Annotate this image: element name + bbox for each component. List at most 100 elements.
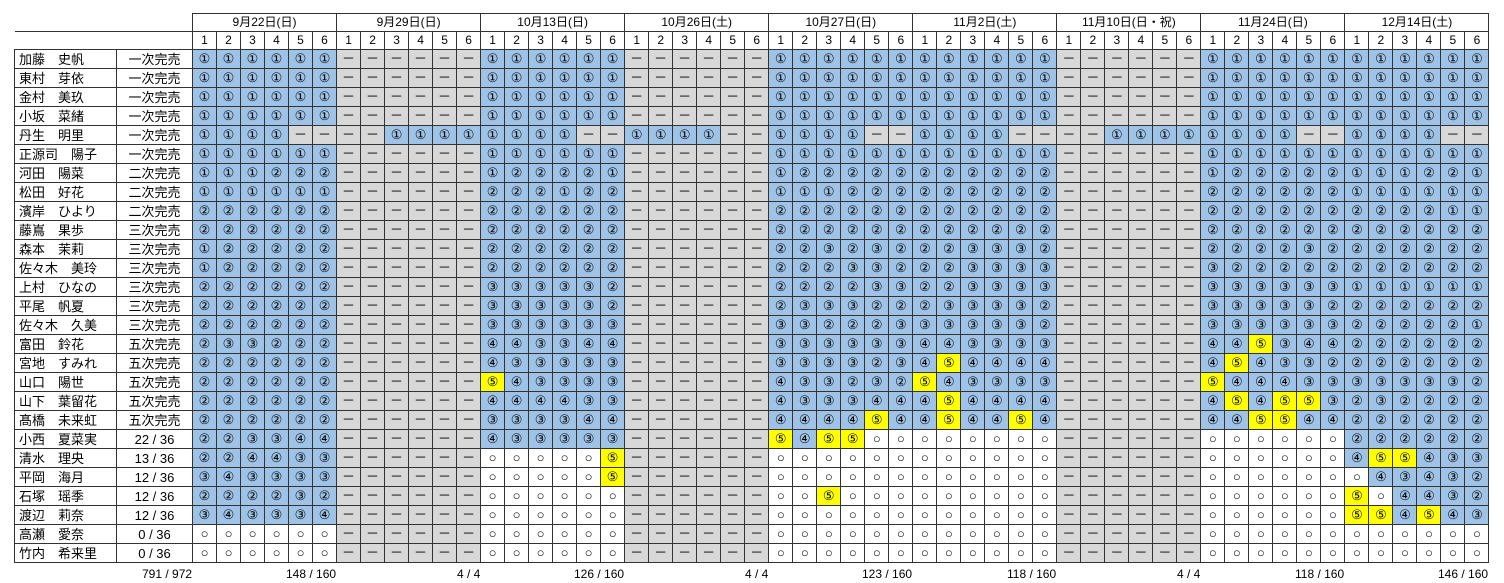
- slot-cell: －: [1152, 448, 1178, 468]
- slot-cell: ①: [1272, 87, 1298, 107]
- slot-symbol: ⑤: [943, 412, 955, 427]
- slot-cell: －: [744, 524, 770, 544]
- member-name: 森本 茉莉: [14, 239, 117, 259]
- slot-symbol: ①: [943, 51, 955, 66]
- slot-cell: ①: [504, 144, 530, 164]
- slot-cell: －: [672, 163, 698, 183]
- slot-symbol: ○: [848, 526, 857, 541]
- slot-cell: ①: [216, 125, 241, 145]
- slot-symbol: －: [1182, 526, 1196, 541]
- slot-symbol: －: [654, 51, 668, 66]
- date-total-count: 4 / 4: [745, 567, 769, 581]
- slot-symbol: ②: [1351, 298, 1363, 313]
- slot-cell: ②: [1296, 201, 1322, 221]
- slot-symbol: －: [438, 260, 452, 275]
- slot-symbol: －: [1110, 51, 1124, 66]
- date-total-count: 118 / 160: [1007, 567, 1057, 581]
- slot-cell: ②: [576, 201, 602, 221]
- slot-symbol: ①: [294, 89, 307, 104]
- slot-symbol: －: [1134, 374, 1148, 389]
- slot-cell: ④: [576, 334, 602, 354]
- slot-symbol: ②: [510, 203, 523, 218]
- slot-cell: ③: [1440, 372, 1466, 392]
- slot-symbol: ①: [1447, 184, 1459, 199]
- slot-symbol: ②: [222, 317, 235, 332]
- slot-cell: ①: [1320, 87, 1346, 107]
- slot-symbol: －: [726, 393, 740, 408]
- slot-cell: ③: [1344, 372, 1370, 392]
- slot-symbol: －: [678, 488, 692, 503]
- slot-symbol: ③: [1423, 374, 1435, 389]
- slot-cell: ③: [504, 410, 530, 430]
- slot-cell: ①: [288, 87, 313, 107]
- slot-cell: －: [672, 258, 698, 278]
- slot-cell: ③: [264, 505, 289, 525]
- slot-symbol: ○: [992, 431, 1001, 446]
- slot-symbol: ①: [1039, 70, 1051, 85]
- slot-cell: ③: [1008, 372, 1034, 392]
- slot-cell: ①: [864, 68, 890, 88]
- member-row: 藤嶌 果歩 三次完売 ② ② ② ② ② ② －－－－－－ ② ② ② ② ② ② －－－－－－ ② ② ② ② ② ② ②…: [14, 220, 1490, 240]
- slot-header: 2: [360, 31, 386, 50]
- slot-cell: －: [432, 239, 458, 259]
- slot-cell: －: [456, 353, 482, 373]
- slot-cell: －: [696, 391, 722, 411]
- slot-symbol: －: [342, 241, 356, 256]
- slot-cell: －: [720, 239, 746, 259]
- slot-symbol: ①: [582, 70, 595, 85]
- slot-cell: －: [456, 220, 482, 240]
- slot-cell: －: [336, 353, 362, 373]
- slot-symbol: ②: [534, 184, 547, 199]
- slot-symbol: －: [390, 222, 404, 237]
- slot-cell: ①: [311, 49, 338, 69]
- slot-cell: －: [432, 182, 458, 202]
- slot-symbol: ②: [870, 165, 883, 180]
- slot-cell: ②: [552, 163, 578, 183]
- slot-cell: ①: [552, 144, 578, 164]
- slot-symbol: ③: [870, 241, 883, 256]
- slot-symbol: －: [678, 393, 692, 408]
- slot-symbol: ⑤: [1375, 507, 1387, 522]
- slot-cell: －: [576, 125, 602, 145]
- slot-symbol: ③: [991, 317, 1003, 332]
- slot-cell: ②: [311, 220, 338, 240]
- slot-symbol: ②: [1327, 260, 1339, 275]
- slot-symbol: －: [1062, 108, 1076, 123]
- slot-symbol: ①: [606, 51, 619, 66]
- slot-symbol: ④: [1399, 507, 1411, 522]
- slot-symbol: ④: [558, 393, 571, 408]
- slot-cell: ④: [1032, 410, 1058, 430]
- slot-cell: ○: [864, 543, 890, 563]
- slot-cell: ○: [504, 543, 530, 563]
- slot-symbol: ①: [774, 165, 787, 180]
- slot-cell: －: [1152, 163, 1178, 183]
- slot-cell: ②: [1248, 163, 1274, 183]
- slot-cell: ○: [1320, 448, 1346, 468]
- slot-cell: ③: [552, 277, 578, 297]
- slot-cell: ○: [1320, 543, 1346, 563]
- slot-symbol: ②: [1375, 412, 1387, 427]
- slot-symbol: ①: [846, 89, 859, 104]
- slot-cell: －: [744, 448, 770, 468]
- slot-symbol: ①: [222, 51, 235, 66]
- slot-symbol: ①: [1351, 127, 1363, 142]
- slot-cell: ③: [936, 296, 962, 316]
- slot-symbol: ②: [606, 184, 619, 199]
- slot-cell: ①: [1200, 68, 1226, 88]
- slot-cell: ②: [240, 201, 265, 221]
- slot-cell: ②: [768, 201, 794, 221]
- slot-symbol: －: [1158, 374, 1172, 389]
- slot-symbol: ②: [510, 260, 523, 275]
- slot-symbol: ①: [558, 70, 571, 85]
- slot-cell: ②: [192, 334, 217, 354]
- slot-cell: ①: [1032, 49, 1058, 69]
- slot-symbol: ①: [1015, 51, 1027, 66]
- slot-symbol: ①: [1255, 89, 1267, 104]
- slot-cell: ①: [528, 68, 554, 88]
- slot-symbol: －: [702, 298, 716, 313]
- slot-symbol: －: [1134, 450, 1148, 465]
- slot-symbol: ○: [776, 469, 785, 484]
- slot-header: 4: [264, 31, 289, 50]
- slot-cell: －: [384, 372, 410, 392]
- slot-cell: ②: [1464, 467, 1490, 487]
